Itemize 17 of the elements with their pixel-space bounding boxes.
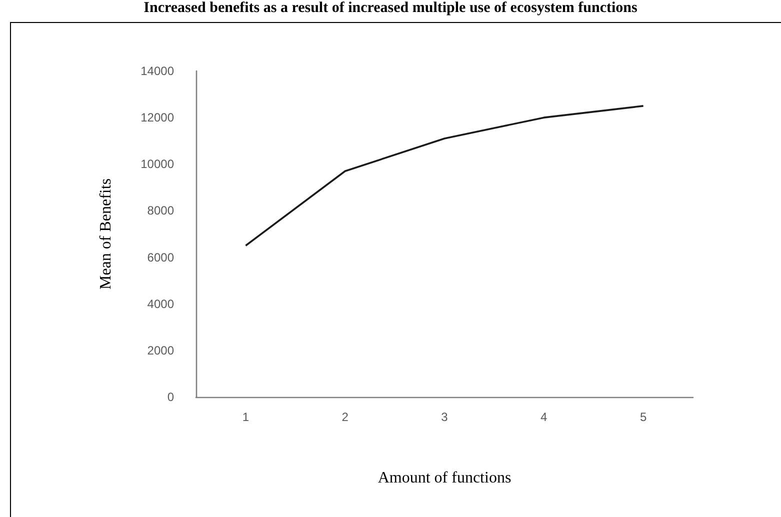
chart-title: Increased benefits as a result of increased multiple use of ecosystem functions <box>142 0 638 17</box>
x-axis-title: Amount of functions <box>378 470 512 486</box>
y-tick-label: 10000 <box>140 157 174 172</box>
x-tick-label: 2 <box>342 410 349 424</box>
y-axis-title: Mean of Benefits <box>98 178 114 290</box>
y-tick-label: 12000 <box>140 110 174 125</box>
x-tick-label: 5 <box>640 410 647 424</box>
y-tick-label: 14000 <box>140 64 174 78</box>
y-tick-label: 0 <box>167 390 174 404</box>
line-series <box>244 105 644 247</box>
y-tick-label: 2000 <box>147 343 174 358</box>
y-tick-label: 6000 <box>147 250 174 264</box>
x-tick-label: 4 <box>540 410 548 424</box>
y-tick-label: 4000 <box>147 296 174 311</box>
x-tick-label: 1 <box>242 410 250 424</box>
y-tick-label: 8000 <box>147 204 174 218</box>
x-tick-label: 3 <box>441 410 448 424</box>
